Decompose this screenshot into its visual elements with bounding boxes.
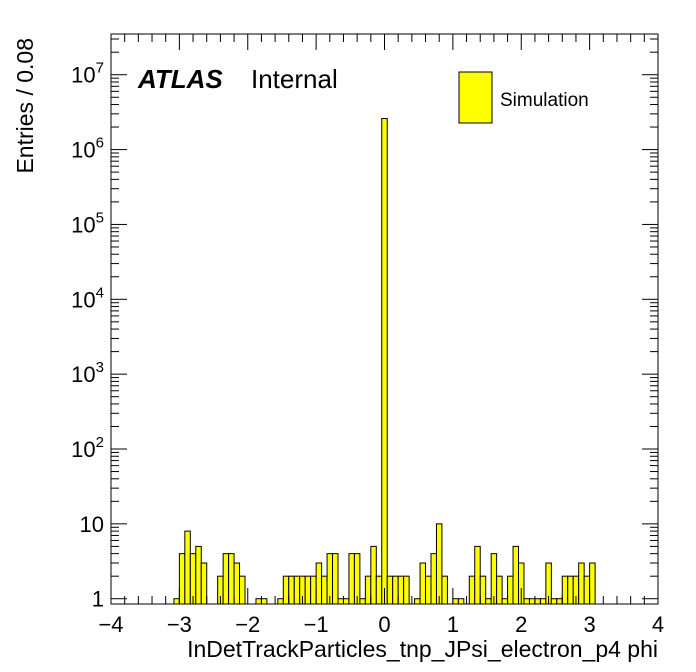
y-tick-label: 106 — [71, 135, 104, 163]
x-tick-label: 0 — [378, 612, 390, 637]
histogram-bin — [364, 575, 372, 605]
histogram-bin — [496, 575, 503, 605]
histogram-bars — [173, 118, 596, 605]
x-tick-labels: −4 −3 −2 −1 0 1 2 3 4 — [98, 612, 664, 637]
y-tick-label: 103 — [71, 359, 104, 387]
plot-frame — [110, 33, 659, 605]
histogram-bin — [550, 598, 558, 605]
x-axis-title: InDetTrackParticles_tnp_JPsi_electron_p4… — [187, 636, 658, 662]
histogram-bin — [561, 575, 569, 605]
histogram-bin — [589, 562, 596, 605]
histogram-bin — [474, 545, 481, 605]
axis-ticks — [110, 34, 659, 604]
x-tick-label: −2 — [235, 612, 260, 637]
histogram-bin — [583, 575, 591, 605]
histogram-bin — [381, 118, 388, 605]
histogram-bin — [501, 598, 509, 605]
histogram-bin — [173, 598, 180, 605]
histogram-bin — [556, 598, 563, 605]
histogram-bin — [348, 553, 355, 605]
histogram-bin — [386, 575, 394, 605]
internal-label: Internal — [251, 64, 338, 94]
histogram-bin — [239, 575, 246, 605]
x-tick-label: −3 — [167, 612, 192, 637]
legend-swatch — [458, 71, 493, 124]
histogram-bin — [430, 553, 437, 605]
y-tick-label: 102 — [71, 434, 104, 462]
histogram-bin — [370, 545, 377, 605]
histogram-bin — [457, 598, 465, 605]
histogram-bin — [288, 575, 295, 605]
x-tick-label: 3 — [584, 612, 596, 637]
histogram-bin — [512, 545, 520, 605]
atlas-label: ATLAS — [137, 64, 223, 94]
x-tick-label: −1 — [304, 612, 329, 637]
histogram-bin — [507, 575, 514, 605]
histogram-bin — [452, 598, 459, 605]
histogram-bin — [414, 598, 421, 605]
histogram-bin — [567, 575, 574, 605]
histogram-bin — [479, 575, 487, 605]
histogram-bin — [485, 598, 492, 605]
y-tick-label: 10 — [80, 512, 104, 537]
histogram-bin — [200, 562, 208, 605]
y-tick-label: 105 — [71, 209, 104, 237]
histogram-bin — [403, 575, 410, 605]
histogram-bin — [441, 575, 448, 605]
histogram-bin — [337, 598, 344, 605]
histogram-bin — [534, 598, 541, 605]
histogram-bin — [321, 575, 328, 605]
histogram-bin — [260, 598, 268, 605]
histogram-bin — [359, 598, 366, 605]
y-tick-label: 107 — [71, 60, 104, 88]
histogram-bin — [468, 575, 476, 605]
histogram-bin — [304, 575, 312, 605]
histogram-bin — [233, 562, 241, 605]
histogram-bin — [375, 575, 383, 605]
histogram-bin — [228, 553, 235, 605]
y-tick-labels: 1 10 102 103 104 105 106 107 — [71, 60, 104, 612]
histogram-bin — [392, 575, 399, 605]
histogram-bin — [528, 598, 536, 605]
histogram-bin — [255, 598, 262, 605]
histogram-bin — [277, 598, 284, 605]
histogram-bin — [195, 545, 202, 605]
histogram-bin — [523, 598, 530, 605]
histogram-bin — [310, 575, 317, 605]
histogram-bin — [397, 575, 405, 605]
histogram-bin — [178, 553, 186, 605]
histogram-bin — [222, 553, 230, 605]
histogram-bin — [419, 562, 427, 605]
histogram-bin — [342, 598, 350, 605]
histogram-bin — [578, 562, 585, 605]
legend-label: Simulation — [500, 90, 589, 111]
histogram-bin — [332, 553, 339, 605]
x-tick-label: 4 — [652, 612, 664, 637]
y-axis-title: Entries / 0.08 — [12, 38, 38, 174]
y-tick-label: 104 — [71, 284, 104, 312]
x-tick-label: 1 — [447, 612, 459, 637]
histogram-bin — [425, 575, 432, 605]
x-tick-label: 2 — [515, 612, 527, 637]
histogram-bin — [539, 598, 547, 605]
histogram-bin — [184, 530, 191, 605]
histogram-bin — [315, 562, 323, 605]
x-tick-label: −4 — [98, 612, 123, 637]
histogram-bin — [435, 523, 443, 605]
y-tick-label: 1 — [92, 587, 104, 612]
histogram-bin — [282, 575, 290, 605]
histogram-bin — [293, 575, 301, 605]
